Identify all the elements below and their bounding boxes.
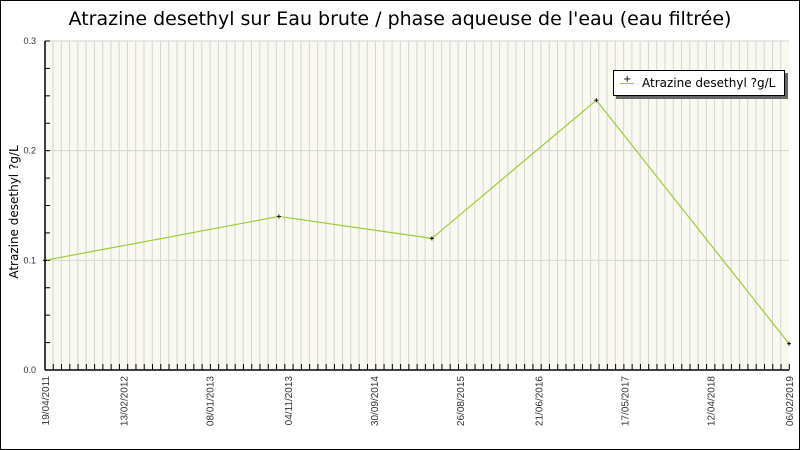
x-tick-label: 04/11/2013 [284, 376, 295, 426]
y-tick-label: 0.0 [23, 365, 36, 375]
x-tick-label: 12/04/2018 [707, 376, 718, 426]
x-tick-label: 30/09/2014 [370, 376, 381, 426]
x-tick-label: 21/06/2016 [534, 376, 545, 426]
legend-label: Atrazine desethyl ?g/L [642, 76, 776, 90]
legend: Atrazine desethyl ?g/L [613, 70, 785, 96]
chart-title: Atrazine desethyl sur Eau brute / phase … [68, 8, 732, 30]
x-tick-label: 08/01/2013 [205, 376, 216, 426]
y-tick-label: 0.3 [23, 36, 36, 46]
legend-marker-icon [620, 74, 634, 88]
y-tick-label: 0.1 [23, 255, 36, 265]
y-tick-label: 0.2 [23, 146, 36, 156]
x-tick-label: 17/05/2017 [621, 376, 632, 426]
x-tick-label: 26/08/2015 [456, 376, 467, 426]
x-tick-label: 13/02/2012 [119, 376, 130, 426]
x-tick-label: 19/04/2011 [41, 376, 52, 426]
x-tick-label: 06/02/2019 [785, 376, 796, 426]
